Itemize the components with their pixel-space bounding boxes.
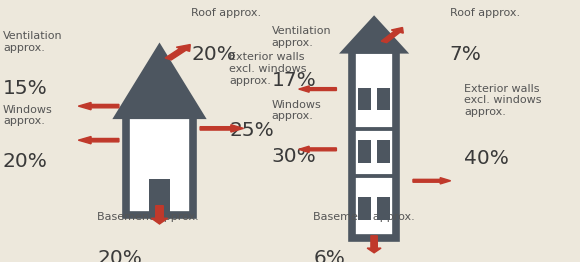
Bar	[126, 115, 193, 215]
Text: 20%: 20%	[97, 249, 142, 262]
Text: Exterior walls
excl. windows
approx.: Exterior walls excl. windows approx.	[229, 52, 307, 86]
Bar	[358, 197, 371, 220]
Text: 25%: 25%	[229, 121, 274, 140]
Text: 30%: 30%	[271, 147, 316, 166]
Bar	[150, 179, 169, 215]
Text: Roof approx.: Roof approx.	[191, 8, 262, 18]
FancyArrow shape	[78, 102, 119, 110]
Text: 6%: 6%	[313, 249, 345, 262]
Text: 17%: 17%	[271, 71, 316, 90]
FancyArrow shape	[165, 45, 190, 60]
Text: Ventilation
approx.: Ventilation approx.	[271, 26, 331, 48]
Text: Basement approx.: Basement approx.	[97, 212, 199, 222]
FancyArrow shape	[381, 28, 403, 43]
FancyArrow shape	[413, 178, 451, 184]
FancyArrow shape	[200, 125, 244, 132]
FancyArrow shape	[299, 146, 336, 152]
Text: Windows
approx.: Windows approx.	[3, 105, 53, 126]
FancyArrow shape	[151, 206, 168, 224]
Text: Exterior walls
excl. windows
approx.: Exterior walls excl. windows approx.	[464, 84, 542, 117]
FancyArrow shape	[367, 236, 381, 253]
Bar	[377, 197, 390, 220]
Bar	[358, 140, 371, 163]
Polygon shape	[119, 50, 200, 115]
FancyArrow shape	[78, 137, 119, 144]
Text: Roof approx.: Roof approx.	[450, 8, 520, 18]
Polygon shape	[348, 21, 400, 50]
Text: 15%: 15%	[3, 79, 48, 98]
Text: 7%: 7%	[450, 45, 481, 64]
Bar	[353, 50, 396, 238]
Text: 20%: 20%	[191, 45, 236, 64]
Text: Windows
approx.: Windows approx.	[271, 100, 321, 121]
Text: 20%: 20%	[3, 152, 48, 171]
Bar	[358, 88, 371, 110]
Bar	[377, 140, 390, 163]
Text: Ventilation
approx.: Ventilation approx.	[3, 31, 63, 53]
FancyArrow shape	[299, 86, 336, 92]
Text: Basement approx.: Basement approx.	[313, 212, 415, 222]
Bar	[377, 88, 390, 110]
Text: 40%: 40%	[464, 149, 509, 168]
